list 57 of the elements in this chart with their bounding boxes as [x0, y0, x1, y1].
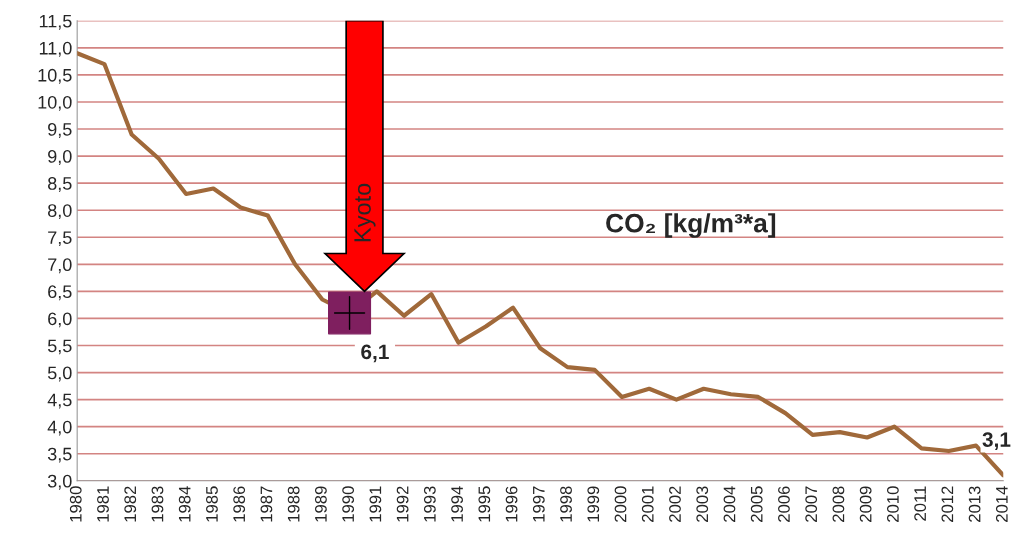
x-tick-label: 2002: [669, 486, 681, 522]
y-tick-label: 5,0: [47, 366, 72, 382]
y-tick-label: 8,5: [48, 177, 72, 192]
data-label: 6,1: [361, 344, 389, 363]
x-tick-label: 2014: [995, 486, 1008, 522]
x-tick-label: 2007: [805, 486, 818, 522]
x-tick-label: 2003: [696, 486, 709, 522]
x-tick-label: 1999: [587, 486, 600, 522]
x-tick-label: 1985: [206, 486, 218, 522]
y-tick-label: 5,5: [47, 339, 72, 355]
x-tick-label: 1992: [396, 486, 409, 522]
data-label: 3,1: [982, 432, 1011, 450]
x-tick-label: 1995: [478, 486, 491, 522]
text: CO₂ [kg/m³*a]: [606, 213, 776, 238]
y-tick-label: 4,5: [47, 393, 72, 409]
y-tick-label: 7,0: [48, 258, 72, 274]
x-tick-label: 1998: [560, 486, 572, 522]
x-tick-label: 1984: [178, 486, 191, 522]
y-tick-label: 11,5: [39, 14, 72, 30]
x-tick-label: 2013: [968, 486, 981, 522]
x-tick-label: 1989: [314, 486, 327, 522]
x-tick-label: 1983: [151, 486, 164, 522]
x-tick-label: 1996: [505, 486, 518, 522]
x-tick-label: 2005: [750, 486, 763, 522]
y-tick-label: 6,0: [48, 312, 72, 328]
x-tick-label: 1981: [97, 486, 109, 522]
x-tick-label: 1988: [287, 486, 300, 522]
x-tick-label: 1993: [423, 486, 436, 522]
x-tick-label: 2012: [941, 486, 954, 522]
x-tick-label: 1980: [69, 486, 82, 522]
y-tick-label: 10,0: [38, 95, 72, 111]
y-tick-label: 10,5: [38, 68, 72, 84]
x-tick-label: 2001: [641, 486, 654, 522]
y-tick-label: 3,5: [47, 447, 72, 463]
x-tick-label: 2011: [914, 486, 927, 521]
x-tick-label: 2004: [723, 486, 736, 522]
x-tick-label: 2006: [778, 486, 790, 522]
y-tick-label: 6,5: [48, 285, 72, 301]
y-tick-label: 9,5: [48, 122, 72, 138]
x-tick-label: 2008: [832, 486, 845, 522]
x-tick-label: 2000: [614, 486, 627, 522]
annotation: Kyoto: [354, 183, 376, 242]
x-tick-label: 1986: [233, 486, 246, 522]
x-tick-label: 1991: [369, 486, 382, 522]
y-tick-label: 9,0: [48, 150, 72, 165]
x-tick-label: 2009: [859, 486, 872, 522]
x-tick-label: 1982: [124, 486, 137, 522]
y-tick-label: 7,5: [48, 231, 72, 247]
y-tick-label: 3,0: [47, 474, 72, 490]
x-tick-label: 1990: [342, 486, 355, 522]
x-tick-label: 1994: [451, 486, 463, 522]
x-tick-label: 1997: [532, 486, 545, 522]
x-tick-label: 1987: [260, 486, 273, 522]
y-tick-label: 11,0: [39, 41, 72, 57]
y-tick-label: 8,0: [48, 204, 72, 220]
y-tick-label: 4,0: [47, 420, 72, 436]
x-tick-label: 2010: [886, 486, 899, 522]
